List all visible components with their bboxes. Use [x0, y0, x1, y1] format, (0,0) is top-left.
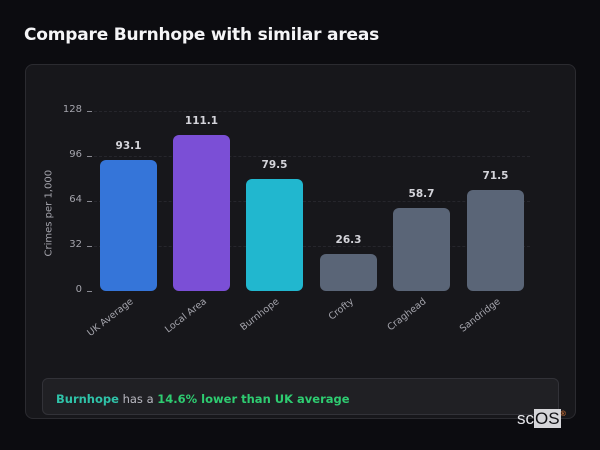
y-tick-label: 128 — [62, 104, 82, 115]
chart-card: Crimes per 1,000 0 32 64 96 128 93.1 UK Averag… — [25, 64, 576, 419]
comparison-note: Burnhope has a 14.6% lower than UK avera… — [42, 378, 559, 415]
y-tick-label: 0 — [75, 284, 82, 295]
y-tick-label: 96 — [69, 149, 82, 160]
y-tick-mark — [87, 246, 92, 247]
bar-craghead[interactable] — [393, 208, 450, 291]
bar-crofty[interactable] — [320, 254, 377, 291]
bar-uk-average[interactable] — [100, 160, 157, 291]
bar-local-area[interactable] — [173, 134, 230, 291]
gridline — [94, 156, 530, 157]
bar-chart: Crimes per 1,000 0 32 64 96 128 93.1 UK Averag… — [26, 65, 575, 418]
bar-value-label: 71.5 — [482, 170, 509, 183]
y-tick-mark — [87, 111, 92, 112]
gridline — [94, 246, 530, 247]
y-tick-label: 32 — [69, 239, 82, 250]
note-difference: 14.6% lower than UK average — [157, 392, 350, 406]
bar-value-label: 58.7 — [408, 188, 435, 201]
gridline — [94, 111, 530, 112]
bar-burnhope[interactable] — [246, 179, 303, 291]
gridline — [94, 201, 530, 202]
y-tick-mark — [87, 291, 92, 292]
bar-value-label: 111.1 — [184, 114, 219, 127]
x-tick-label: Craghead — [385, 296, 429, 334]
x-tick-label: Crofty — [326, 296, 356, 323]
page-title: Compare Burnhope with similar areas — [24, 25, 380, 45]
note-text: has a — [118, 392, 158, 406]
bar-value-label: 93.1 — [115, 140, 142, 153]
x-tick-label: UK Average — [85, 296, 136, 339]
bar-value-label: 26.3 — [335, 234, 362, 247]
y-tick-mark — [87, 156, 92, 157]
y-tick-mark — [87, 201, 92, 202]
x-tick-label: Local Area — [163, 296, 209, 336]
bar-sandridge[interactable] — [467, 190, 524, 291]
bar-value-label: 79.5 — [261, 159, 288, 172]
y-tick-label: 64 — [69, 194, 82, 205]
note-area-name: Burnhope — [56, 392, 119, 406]
x-tick-label: Sandridge — [458, 296, 503, 335]
x-tick-label: Burnhope — [238, 296, 282, 334]
scos-logo: scOS® — [517, 409, 566, 428]
